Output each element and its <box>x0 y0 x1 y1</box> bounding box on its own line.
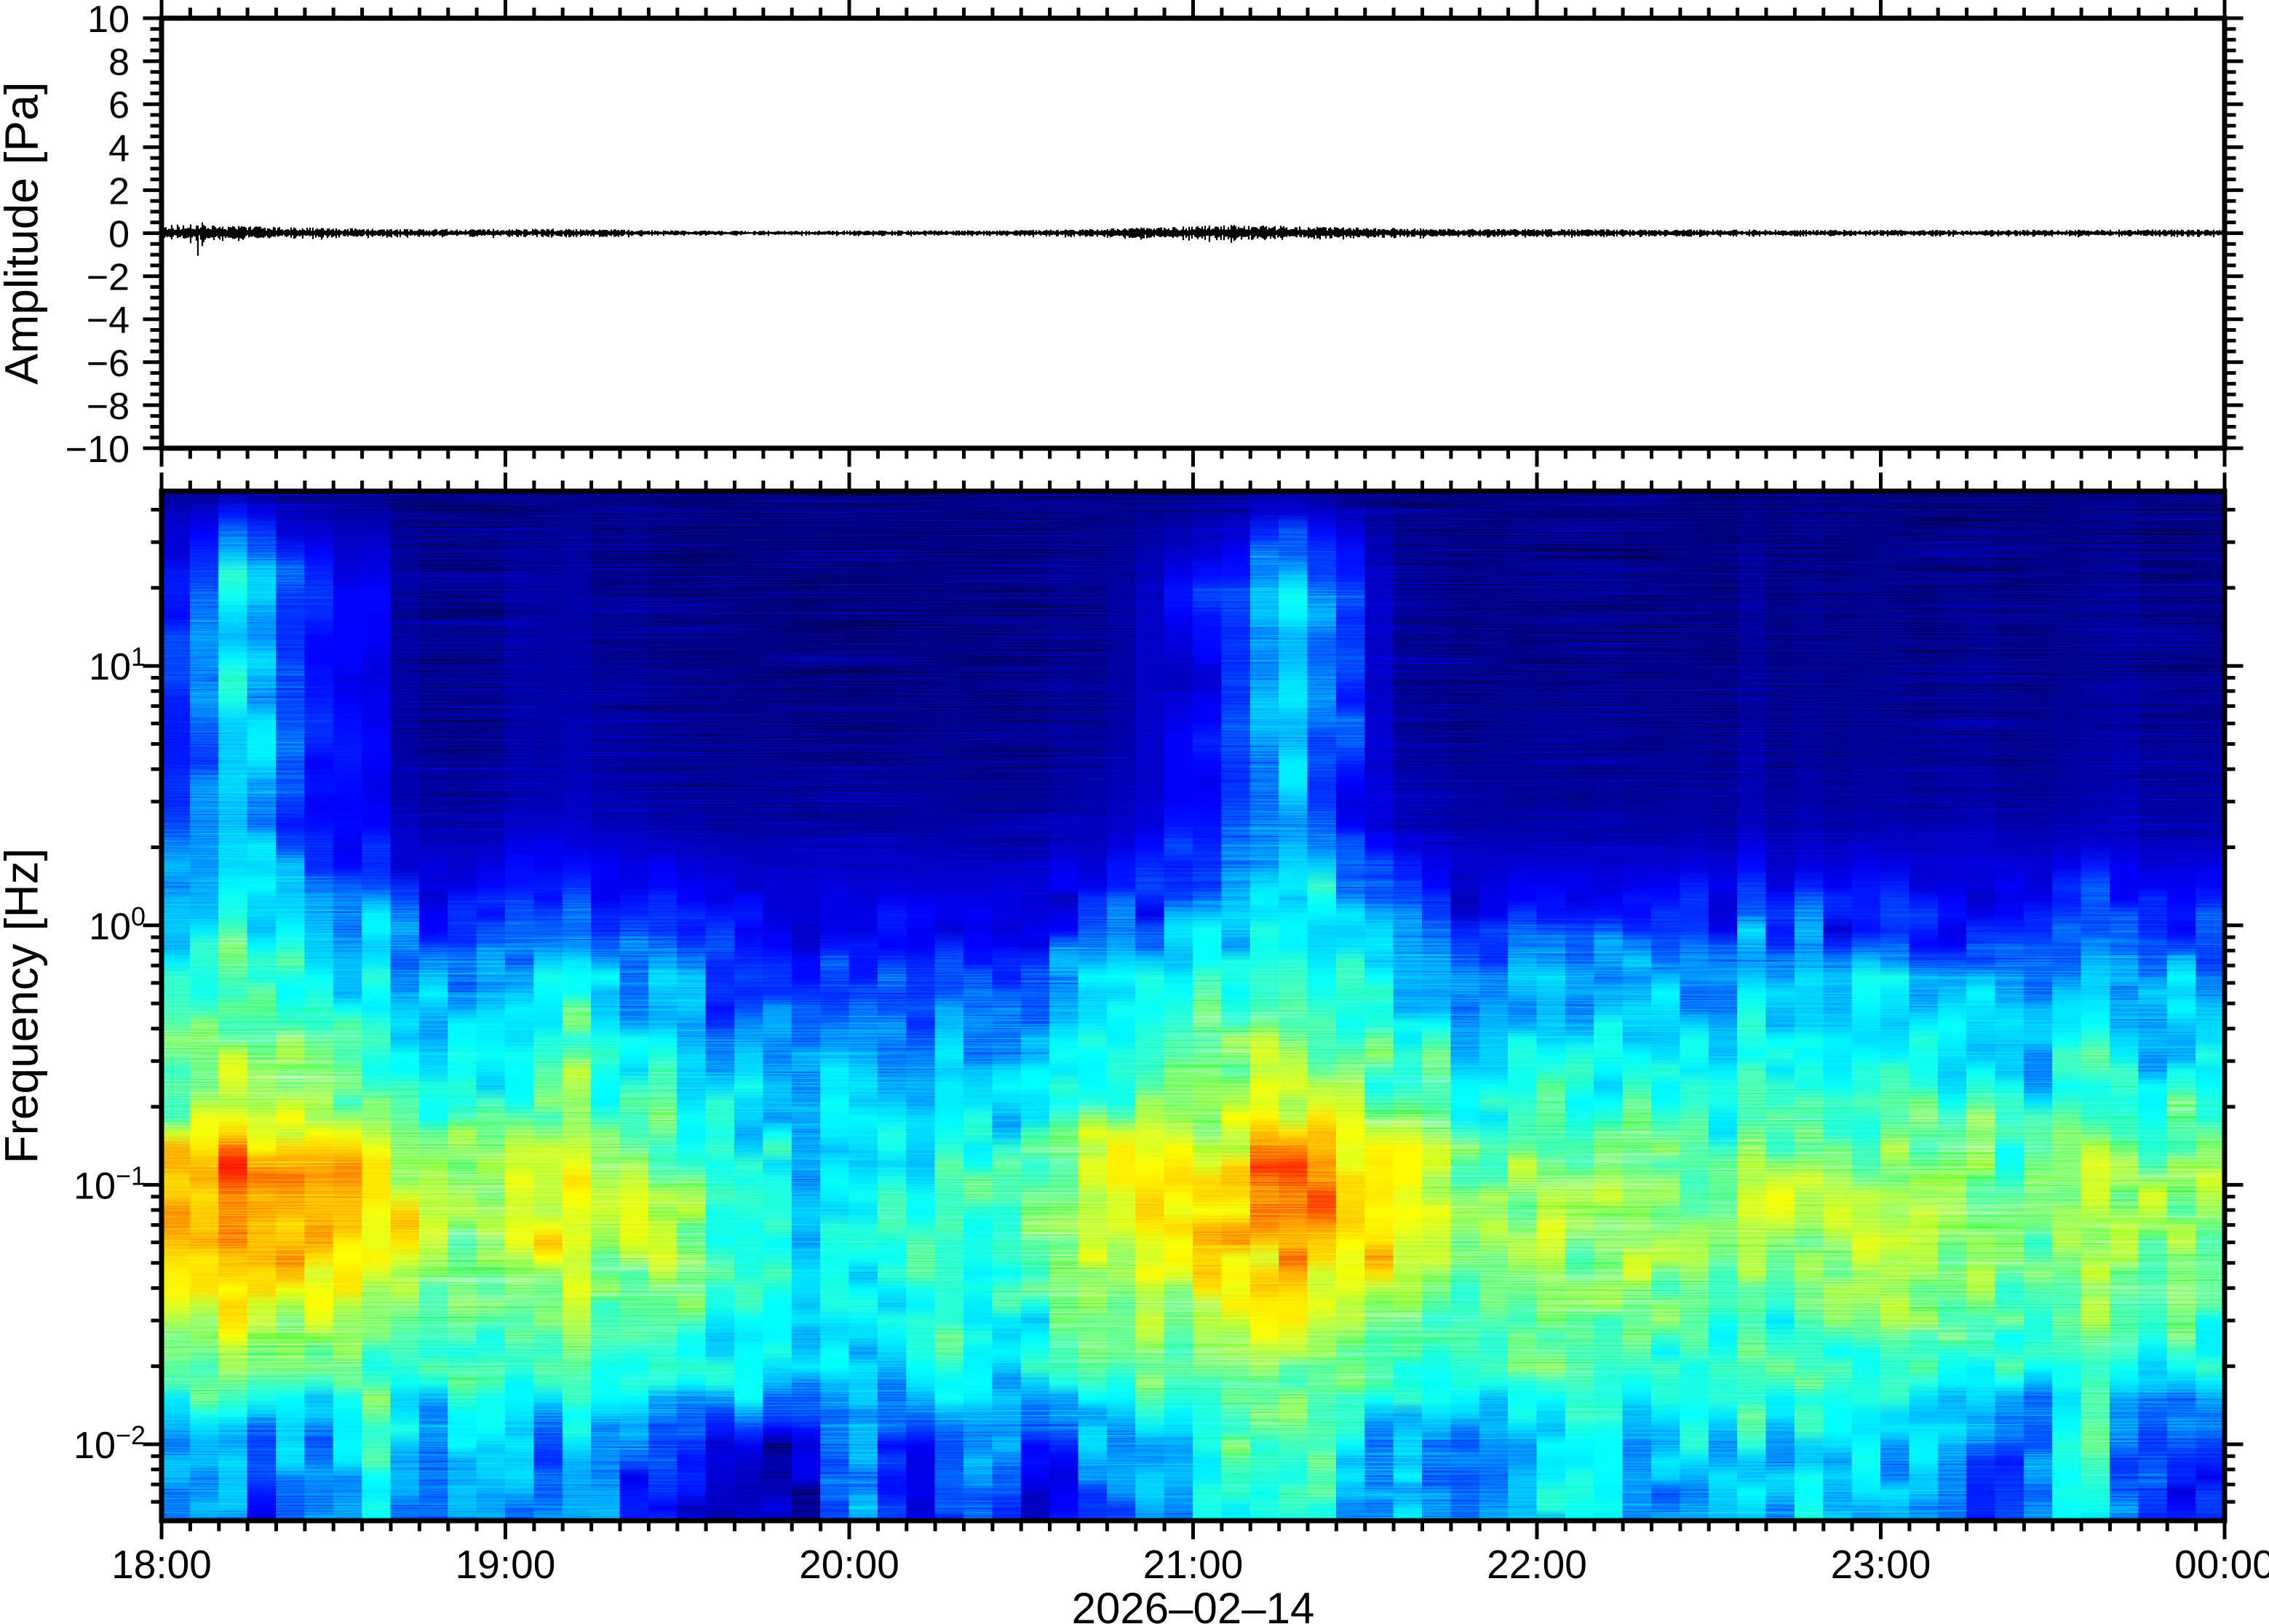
svg-text:00:00: 00:00 <box>2174 1542 2269 1587</box>
svg-text:10: 10 <box>87 0 130 41</box>
svg-text:10−1: 10−1 <box>73 1161 146 1207</box>
svg-text:101: 101 <box>89 642 146 688</box>
svg-text:4: 4 <box>108 127 130 170</box>
svg-text:−8: −8 <box>87 386 130 428</box>
svg-text:0: 0 <box>108 214 130 256</box>
svg-text:20:00: 20:00 <box>799 1542 899 1587</box>
svg-text:10−2: 10−2 <box>73 1420 146 1467</box>
svg-text:19:00: 19:00 <box>456 1542 556 1587</box>
svg-text:−10: −10 <box>65 429 130 471</box>
svg-text:−2: −2 <box>87 257 130 299</box>
svg-text:2: 2 <box>108 170 130 212</box>
svg-text:Amplitude [Pa]: Amplitude [Pa] <box>0 81 48 384</box>
svg-text:22:00: 22:00 <box>1487 1542 1587 1587</box>
svg-text:−4: −4 <box>87 300 130 342</box>
svg-text:100: 100 <box>89 901 146 948</box>
svg-text:21:00: 21:00 <box>1143 1542 1244 1587</box>
svg-text:23:00: 23:00 <box>1831 1542 1931 1587</box>
svg-text:−6: −6 <box>87 343 130 385</box>
svg-text:Frequency [Hz]: Frequency [Hz] <box>0 848 48 1164</box>
svg-text:18:00: 18:00 <box>111 1542 212 1587</box>
svg-text:6: 6 <box>108 84 130 127</box>
svg-text:2026–02–14: 2026–02–14 <box>1072 1584 1315 1624</box>
svg-text:8: 8 <box>108 41 130 84</box>
